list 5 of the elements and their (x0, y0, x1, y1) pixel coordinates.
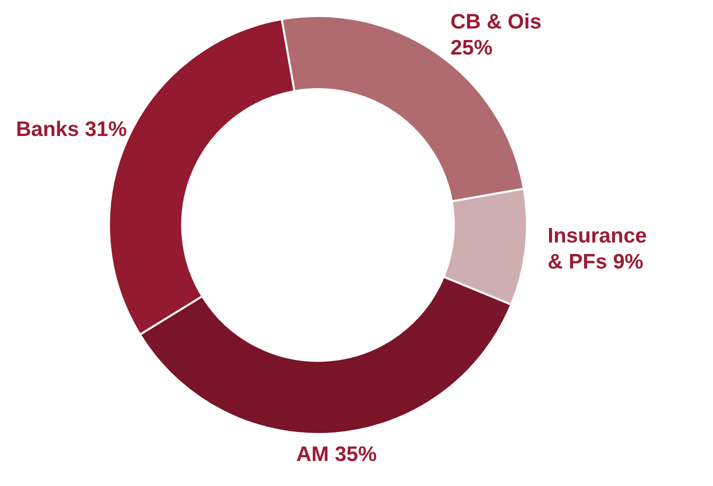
data-label: 25% (450, 36, 493, 60)
slice-label: CB & Ois (450, 10, 542, 34)
slice-label: Insurance & PFs 9% (548, 224, 647, 274)
slice-label: AM 35% (296, 443, 378, 466)
slice-label: Banks 31% (16, 118, 128, 142)
